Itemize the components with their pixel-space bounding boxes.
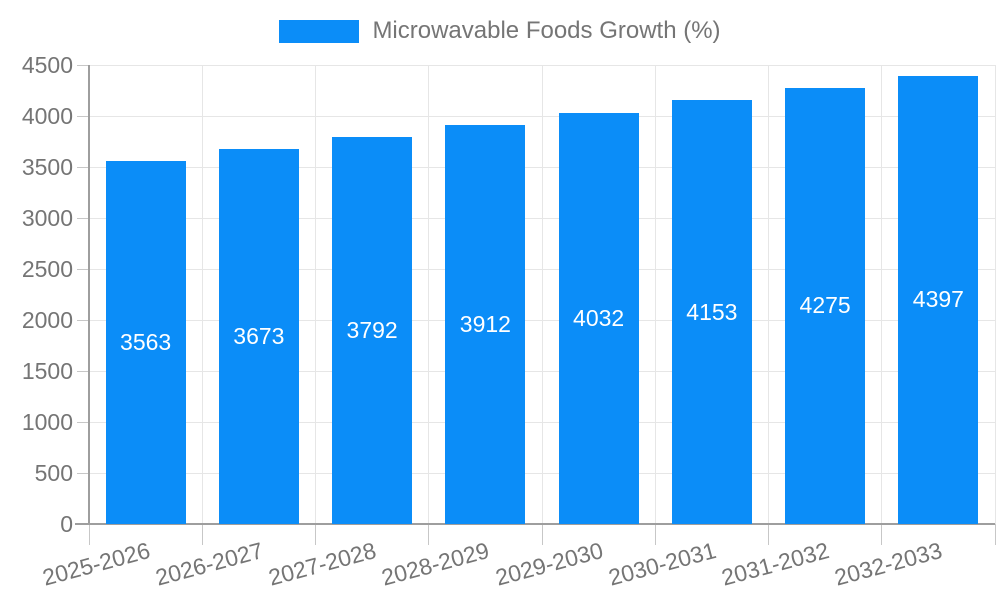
x-tick-label: 2031-2032 [718,537,832,591]
y-tick-label: 3000 [21,205,73,231]
bar-value-label: 4032 [573,304,625,331]
x-axis-tick [768,524,769,545]
gridline-vertical [541,65,543,524]
y-axis-tick [77,64,89,66]
x-axis-tick [428,524,430,545]
gridline-vertical [768,65,769,524]
gridline-vertical [428,65,430,524]
bar: 4032 [558,112,639,524]
bar: 4275 [785,87,866,524]
x-axis-line [75,523,995,525]
bar-value-label: 3792 [346,317,398,344]
y-tick-label: 4500 [21,52,73,78]
gridline-vertical [201,65,203,524]
x-axis-tick [994,524,996,545]
x-tick-label: 2032-2033 [832,537,946,591]
y-axis-tick [77,166,89,168]
y-axis-tick [77,217,89,219]
y-tick-label: 1500 [21,358,73,384]
x-tick-label: 2026-2027 [152,537,266,591]
y-axis-tick [77,319,89,321]
bar: 4397 [898,75,979,524]
x-tick-label: 2030-2031 [605,537,719,591]
y-tick-label: 1000 [21,409,73,435]
x-axis-tick [654,524,656,545]
bar: 3912 [445,124,526,524]
bar: 3673 [218,149,299,524]
bar-value-label: 4275 [799,292,851,319]
chart-legend: Microwavable Foods Growth (%) [0,17,1000,45]
gridline-vertical [994,65,996,524]
bar-value-label: 3912 [459,310,511,337]
y-axis-line [88,65,90,524]
x-axis-tick [201,524,203,545]
x-tick-label: 2029-2030 [492,537,606,591]
x-axis-tick [881,524,883,545]
bar-value-label: 3673 [233,323,285,350]
y-tick-label: 500 [34,460,73,486]
gridline-vertical [654,65,656,524]
y-axis-tick [77,115,89,117]
bar: 3563 [105,160,186,524]
x-tick-label: 2025-2026 [39,537,153,591]
bar: 3792 [332,137,413,524]
x-axis-tick [315,524,316,545]
x-tick-label: 2027-2028 [265,537,379,591]
y-tick-label: 0 [60,511,73,537]
legend-title: Microwavable Foods Growth (%) [372,17,721,44]
y-tick-label: 2000 [21,307,73,333]
bar: 4153 [671,100,752,524]
bar-value-label: 4397 [912,286,964,313]
x-axis-tick [541,524,543,545]
y-axis-tick [77,268,89,270]
gridline-vertical [881,65,883,524]
y-tick-label: 3500 [21,154,73,180]
y-axis-tick [77,472,89,474]
y-tick-label: 2500 [21,256,73,282]
y-axis-tick [77,421,89,423]
x-tick-label: 2028-2029 [379,537,493,591]
bar-value-label: 3563 [120,328,172,355]
x-axis-tick [88,524,90,545]
gridline-vertical [315,65,316,524]
y-tick-label: 4000 [21,103,73,129]
legend-swatch [279,19,360,43]
y-axis-tick [77,370,89,372]
bar-value-label: 4153 [686,298,738,325]
